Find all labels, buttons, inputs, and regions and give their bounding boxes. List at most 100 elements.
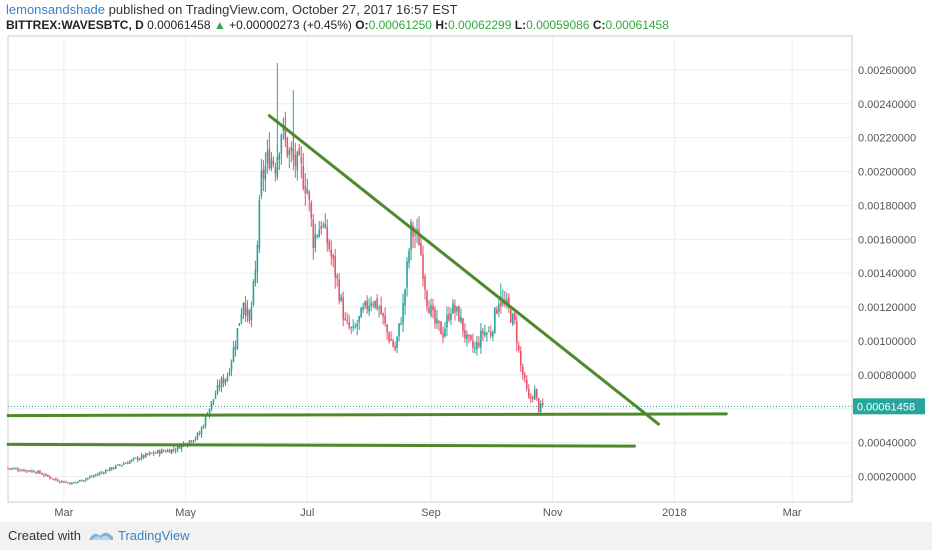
candle-body: [418, 229, 420, 246]
candle-body: [260, 170, 263, 196]
candle-body: [94, 474, 97, 476]
y-tick-label: 0.00160000: [858, 234, 916, 246]
candle-body: [320, 225, 323, 229]
candle-body: [432, 305, 434, 310]
candle-body: [232, 347, 235, 362]
candle-body: [268, 148, 271, 169]
candle-body: [352, 326, 354, 328]
x-tick-label: Jul: [300, 507, 314, 519]
candle-body: [246, 308, 249, 317]
candle-body: [112, 468, 115, 470]
candle-body: [258, 199, 261, 249]
candle-body: [73, 482, 75, 484]
candle-body: [328, 240, 331, 250]
candle-body: [200, 427, 203, 435]
candle-body: [142, 454, 145, 458]
candle-body: [521, 366, 524, 376]
candle-body: [13, 468, 15, 470]
candle-body: [340, 296, 343, 301]
candle-body: [204, 415, 207, 426]
y-tick-label: 0.00220000: [858, 133, 916, 145]
candle-body: [356, 324, 358, 327]
candle-body: [490, 332, 492, 336]
candle-body: [510, 309, 512, 323]
candle-body: [250, 307, 253, 320]
candle-body: [529, 397, 532, 399]
x-tick-label: Sep: [421, 507, 441, 519]
x-tick-label: May: [175, 507, 196, 519]
footer-bar: Created with TradingView: [0, 522, 932, 550]
x-tick-label: Mar: [54, 507, 73, 519]
candle-body: [87, 477, 89, 479]
candle-body: [298, 148, 301, 156]
y-tick-label: 0.00140000: [858, 268, 916, 280]
candle-body: [69, 482, 71, 485]
candle-body: [122, 463, 125, 465]
chart-grid: [7, 35, 853, 503]
candle-body: [98, 472, 101, 475]
candle-body: [61, 480, 63, 482]
candle-body: [126, 462, 129, 464]
candle-body: [39, 470, 41, 474]
candle-body: [458, 306, 460, 322]
candle-body: [464, 330, 466, 339]
candle-body: [104, 470, 107, 474]
candle-body: [59, 481, 61, 483]
change-value: +0.00000273 (+0.45%): [229, 18, 352, 32]
candle-body: [202, 426, 205, 428]
candle-body: [541, 403, 544, 405]
candle-body: [527, 388, 530, 398]
created-with-text: Created with: [8, 528, 81, 543]
candle-body: [110, 467, 113, 470]
candle-body: [454, 304, 456, 313]
candle-body: [168, 450, 171, 453]
candle-body: [118, 464, 121, 466]
candle-body: [302, 165, 305, 189]
candle-body: [45, 474, 47, 476]
time-axis[interactable]: Mar May Jul Sep Nov 2018 Mar: [54, 507, 802, 519]
trend-line: [6, 412, 728, 418]
candle-body: [29, 470, 31, 472]
tradingview-logo-icon[interactable]: [88, 528, 114, 542]
candle-body: [190, 440, 193, 442]
candle-body: [444, 328, 446, 336]
candle-body: [96, 474, 99, 476]
candle-body: [517, 345, 520, 351]
candle-body: [370, 303, 372, 306]
candle-body: [324, 224, 327, 228]
candle-body: [318, 229, 321, 238]
candle-body: [366, 300, 368, 310]
close-value: 0.00061458: [605, 18, 669, 32]
candle-body: [494, 307, 496, 333]
candle-body: [428, 307, 430, 314]
author-link[interactable]: lemonsandshade: [6, 2, 106, 17]
candle-body: [180, 444, 183, 449]
candle-body: [226, 376, 229, 381]
candle-body: [523, 374, 526, 379]
candle-body: [164, 451, 167, 453]
symbol-name[interactable]: BITTREX:WAVESBTC, D: [6, 18, 144, 32]
candle-body: [240, 313, 243, 323]
candle-body: [124, 463, 127, 465]
candle-body: [312, 219, 315, 249]
candle-body: [77, 481, 79, 483]
candle-body: [342, 297, 345, 320]
x-tick-label: Nov: [543, 507, 563, 519]
candle-body: [498, 304, 500, 312]
open-label: O:: [355, 18, 369, 32]
candle-body: [116, 464, 119, 466]
candle-body: [114, 465, 117, 469]
candle-body: [358, 316, 360, 323]
price-chart[interactable]: 0.000200000.000400000.000600000.00080000…: [0, 0, 932, 522]
tradingview-brand-link[interactable]: TradingView: [118, 528, 190, 543]
candle-body: [270, 158, 273, 169]
candle-body: [276, 156, 279, 177]
candle-body: [242, 303, 245, 314]
candle-body: [336, 275, 339, 279]
candle-body: [430, 304, 432, 316]
candle-body: [85, 478, 87, 481]
published-text: published on TradingView.com, October 27…: [108, 2, 458, 17]
price-axis[interactable]: 0.000200000.000400000.000600000.00080000…: [858, 65, 916, 484]
candle-body: [92, 475, 95, 477]
candle-body: [460, 316, 462, 323]
